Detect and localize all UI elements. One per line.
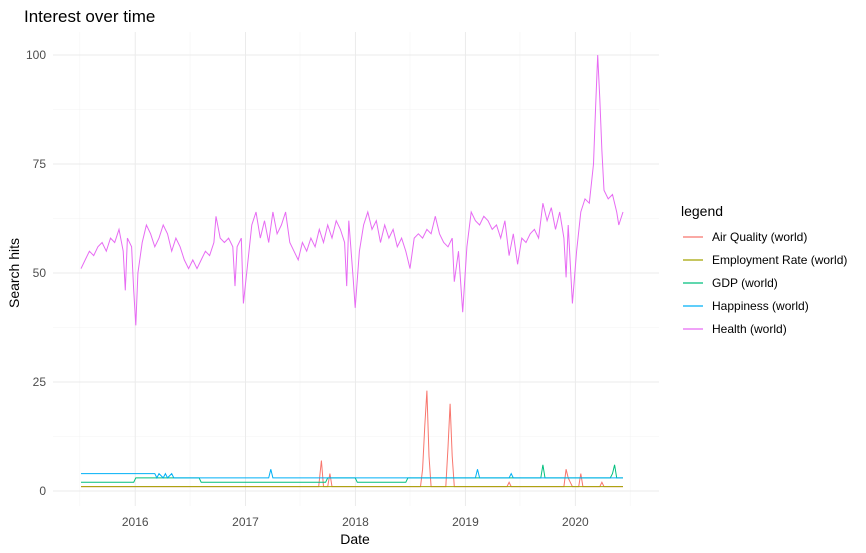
y-tick-label: 25	[33, 375, 47, 389]
x-axis-title: Date	[340, 531, 370, 547]
legend-label-gdp-world: GDP (world)	[712, 276, 778, 290]
x-tick-label: 2017	[232, 515, 259, 529]
grid	[53, 32, 659, 506]
y-tick-label: 50	[33, 266, 47, 280]
legend-label-employment-rate-world: Employment Rate (world)	[712, 253, 847, 267]
legend-title: legend	[681, 203, 723, 219]
series-layer	[80, 54, 624, 488]
x-axis-ticks: 2016 2017 2018 2019 2020	[122, 515, 589, 529]
y-tick-label: 75	[33, 157, 47, 171]
y-axis-title: Search hits	[6, 238, 22, 308]
x-tick-label: 2016	[122, 515, 149, 529]
y-tick-label: 0	[39, 484, 46, 498]
chart-title: Interest over time	[24, 7, 155, 26]
legend: legend Air Quality (world) Employment Rat…	[681, 203, 847, 336]
x-tick-label: 2019	[452, 515, 479, 529]
x-tick-label: 2020	[562, 515, 589, 529]
series-line-happiness-world	[81, 469, 623, 480]
legend-label-health-world: Health (world)	[712, 322, 787, 336]
legend-label-happiness-world: Happiness (world)	[712, 299, 809, 313]
series-line-health-world	[80, 54, 624, 326]
y-tick-label: 100	[26, 48, 46, 62]
legend-label-air-quality-world: Air Quality (world)	[712, 230, 807, 244]
y-axis-ticks: 0 25 50 75 100	[26, 48, 46, 498]
legend-items: Air Quality (world) Employment Rate (worl…	[683, 230, 847, 336]
series-line-gdp-world	[81, 464, 623, 483]
x-tick-label: 2018	[342, 515, 369, 529]
